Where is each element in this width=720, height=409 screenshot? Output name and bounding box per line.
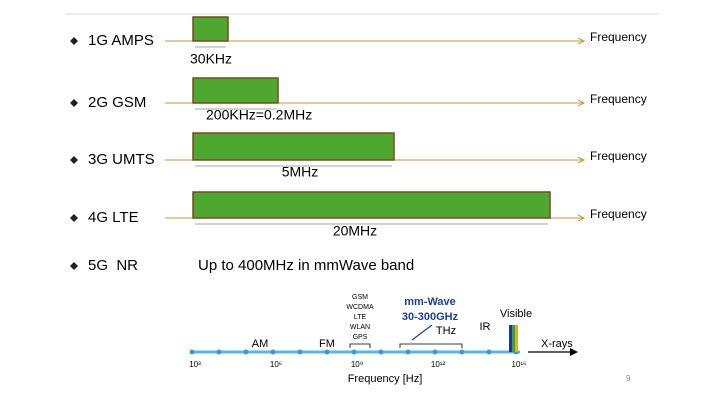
axis-label: Frequency (590, 92, 647, 106)
cellular-band: GPS (353, 334, 368, 341)
tick-label: 10¹⁵ (512, 360, 527, 369)
bullet (70, 214, 78, 222)
axis-dot (432, 349, 438, 355)
band-label: IR (480, 321, 491, 333)
bracket (399, 343, 463, 348)
bullet (70, 99, 78, 107)
tick-label: 10⁹ (351, 360, 363, 369)
bullet (70, 37, 78, 45)
bandwidth-label: 200KHz=0.2MHz (206, 107, 312, 123)
bandwidth-label: 20MHz (333, 223, 377, 239)
axis-dot (324, 349, 330, 355)
axis-label: Frequency (590, 207, 647, 221)
bullet (70, 262, 78, 270)
generation-label: 2G GSM (88, 94, 146, 111)
band-label: Visible (500, 308, 532, 320)
arrowhead (570, 348, 578, 356)
bullet (70, 156, 78, 164)
axis-dot (216, 349, 222, 355)
axis-label: Frequency (590, 149, 647, 163)
band-bar (192, 132, 395, 161)
bandwidth-label: 30KHz (190, 51, 232, 67)
axis-label: Frequency [Hz] (348, 373, 423, 385)
visible-bar (512, 325, 515, 352)
band-bar (192, 191, 551, 219)
mmwave-range: 30-300GHz (402, 311, 459, 323)
page-number: 9 (626, 374, 631, 383)
pointer (411, 324, 433, 341)
axis-dot (270, 349, 276, 355)
cellular-band: WCDMA (346, 304, 374, 311)
generation-label: 3G UMTS (88, 151, 155, 168)
arrowhead (577, 99, 586, 107)
generation-label: 1G AMPS (88, 32, 154, 49)
rows: 1G AMPS Frequency 30KHz 2G GSM Frequency 200K… (70, 16, 647, 239)
axis-dot (459, 349, 465, 355)
axis-dots (189, 349, 519, 355)
axis-dot (486, 349, 492, 355)
cellular-list: GSM WCDMA LTE WLAN GPS (346, 294, 374, 341)
axis-label: Frequency (590, 30, 647, 44)
band-label: X-rays (541, 338, 573, 350)
cellular-band: GSM (352, 294, 368, 301)
tick-label: 10³ (189, 360, 201, 369)
visible-bar (509, 325, 512, 352)
axis-dot (297, 349, 303, 355)
tick-label: 10⁶ (270, 360, 282, 369)
band-bar (192, 77, 279, 104)
axis-dot (243, 349, 249, 355)
generation-label: 4G LTE (88, 209, 139, 226)
mmwave-label: mm-Wave (404, 296, 456, 308)
band-bar (192, 16, 229, 42)
band-label: AM (252, 338, 269, 350)
bracket (349, 343, 371, 348)
bandwidth-label: 5MHz (282, 164, 319, 180)
nr-text: Up to 400MHz in mmWave band (198, 257, 414, 274)
arrowhead (577, 37, 586, 45)
nr-row: 5G NR Up to 400MHz in mmWave band (70, 257, 414, 274)
tick-label: 10¹² (431, 360, 446, 369)
band-label: FM (319, 338, 335, 350)
nr-label: 5G NR (88, 257, 138, 274)
ticks: 10³ 10⁶ 10⁹ 10¹² 10¹⁵ (189, 360, 526, 369)
arrowhead (577, 214, 586, 222)
axis-dot (351, 349, 357, 355)
band-label: THz (436, 325, 456, 337)
spectrum: AM FM GSM WCDMA LTE WLAN GPS mm-Wave 30-300G… (189, 294, 578, 385)
arrowhead (577, 156, 586, 164)
cellular-band: LTE (354, 314, 367, 321)
visible-bar (515, 325, 518, 352)
axis-dot (378, 349, 384, 355)
axis-dot (405, 349, 411, 355)
cellular-band: WLAN (350, 324, 370, 331)
axis-dot (189, 349, 195, 355)
